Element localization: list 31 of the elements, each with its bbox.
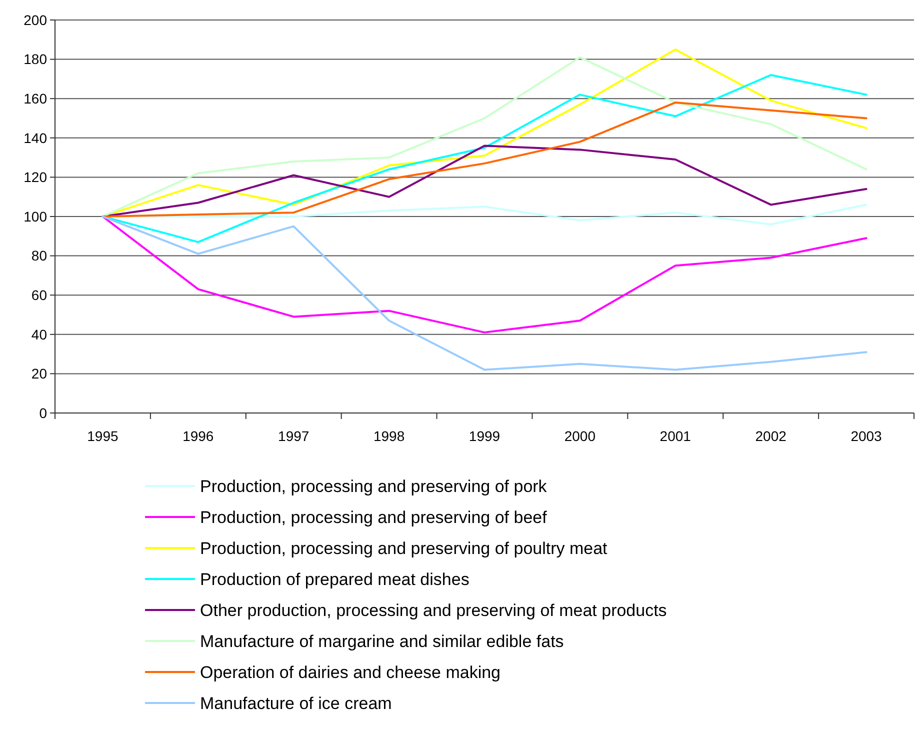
y-tick-label: 0 (39, 404, 48, 421)
y-tick-label: 100 (24, 208, 48, 224)
y-tick-label: 160 (24, 90, 48, 106)
y-tick-label: 180 (24, 51, 48, 68)
x-tick-label: 2000 (564, 428, 596, 444)
legend-label: Other production, processing and preserving of meat products (200, 600, 667, 620)
line-series (102, 216, 868, 371)
y-tick-label: 200 (24, 12, 48, 28)
y-tick-label: 120 (24, 169, 48, 186)
x-tick-label: 2002 (755, 428, 787, 444)
legend-label: Manufacture of margarine and similar edible fats (200, 632, 564, 651)
legend-label: Production of prepared meat dishes (200, 570, 470, 589)
y-tick-label: 140 (24, 130, 48, 146)
x-tick-label: 2003 (850, 428, 882, 444)
x-tick-label: 1998 (373, 428, 405, 444)
y-tick-label: 40 (31, 326, 48, 342)
x-tick-label: 1995 (87, 428, 118, 444)
line-series (102, 102, 868, 218)
y-tick-label: 60 (31, 287, 48, 303)
line-series (102, 216, 868, 334)
y-tick-label: 20 (31, 366, 48, 382)
x-tick-label: 1996 (182, 428, 214, 444)
x-tick-label: 1997 (278, 428, 310, 444)
legend-label: Production, processing and preserving of beef (200, 508, 548, 527)
y-tick-label: 80 (31, 248, 48, 264)
legend-label: Manufacture of ice cream (200, 694, 392, 713)
legend-label: Operation of dairies and cheese making (200, 662, 501, 682)
legend-label: Production, processing and preserving of pork (200, 476, 548, 496)
x-tick-label: 1999 (468, 428, 500, 444)
x-tick-label: 2001 (660, 428, 692, 444)
legend-label: Production, processing and preserving of poultry meat (200, 538, 608, 558)
